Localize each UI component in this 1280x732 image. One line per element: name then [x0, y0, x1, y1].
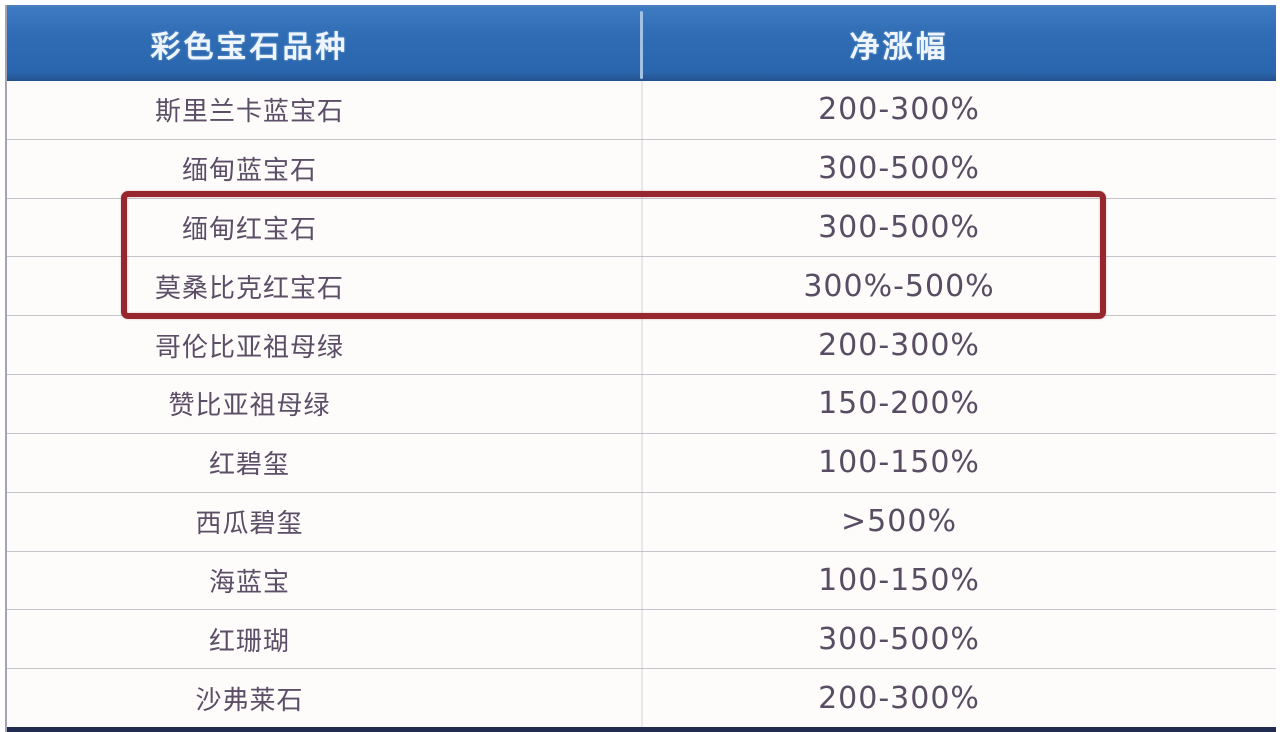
- variety-cell: 莫桑比克红宝石: [154, 273, 344, 304]
- gemstone-price-table: 彩色宝石品种 净涨幅 斯里兰卡蓝宝石 200-300% 缅甸蓝宝石 300-500% 缅…: [5, 5, 1276, 732]
- table-row: 缅甸红宝石 300-500%: [7, 197, 1276, 257]
- column-divider-body: [641, 81, 643, 727]
- table-bottom-border: [7, 727, 1276, 732]
- variety-cell: 红珊瑚: [208, 626, 290, 657]
- variety-cell: 红碧玺: [208, 450, 290, 481]
- net-increase-cell: 100-150%: [818, 445, 980, 481]
- table-row: 沙弗莱石 200-300%: [7, 668, 1276, 727]
- net-increase-cell: 200-300%: [818, 680, 980, 716]
- table-row: 红碧玺 100-150%: [7, 432, 1276, 492]
- table-header-row: 彩色宝石品种 净涨幅: [7, 5, 1276, 81]
- net-increase-cell: 300-500%: [818, 151, 980, 187]
- variety-cell: 缅甸蓝宝石: [181, 156, 317, 187]
- variety-cell: 西瓜碧玺: [195, 509, 304, 540]
- net-increase-cell: >500%: [841, 504, 957, 540]
- net-increase-cell: 150-200%: [818, 386, 980, 422]
- table-row: 缅甸蓝宝石 300-500%: [7, 138, 1276, 198]
- variety-cell: 斯里兰卡蓝宝石: [154, 97, 344, 128]
- variety-cell: 赞比亚祖母绿: [168, 391, 331, 422]
- variety-cell: 缅甸红宝石: [181, 215, 317, 246]
- net-increase-cell: 300-500%: [818, 621, 980, 657]
- table-body: 斯里兰卡蓝宝石 200-300% 缅甸蓝宝石 300-500% 缅甸红宝石 300-500…: [7, 81, 1276, 727]
- variety-cell: 哥伦比亚祖母绿: [154, 332, 344, 363]
- net-increase-cell: 100-150%: [818, 562, 980, 598]
- table-row: 西瓜碧玺 >500%: [7, 491, 1276, 551]
- column-divider: [640, 11, 643, 79]
- variety-cell: 海蓝宝: [208, 567, 290, 598]
- net-increase-cell: 200-300%: [818, 327, 980, 363]
- net-increase-cell: 200-300%: [818, 92, 980, 128]
- table-row: 红珊瑚 300-500%: [7, 609, 1276, 668]
- variety-cell: 沙弗莱石: [195, 685, 304, 716]
- table-row: 莫桑比克红宝石 300%-500%: [7, 256, 1276, 315]
- column-header-variety: 彩色宝石品种: [150, 30, 349, 65]
- net-increase-cell: 300-500%: [818, 210, 980, 246]
- table-row: 斯里兰卡蓝宝石 200-300%: [7, 81, 1276, 139]
- table-row: 赞比亚祖母绿 150-200%: [7, 374, 1276, 433]
- net-increase-cell: 300%-500%: [803, 268, 995, 304]
- table-row: 海蓝宝 100-150%: [7, 550, 1276, 610]
- column-header-net-increase: 净涨幅: [849, 30, 949, 65]
